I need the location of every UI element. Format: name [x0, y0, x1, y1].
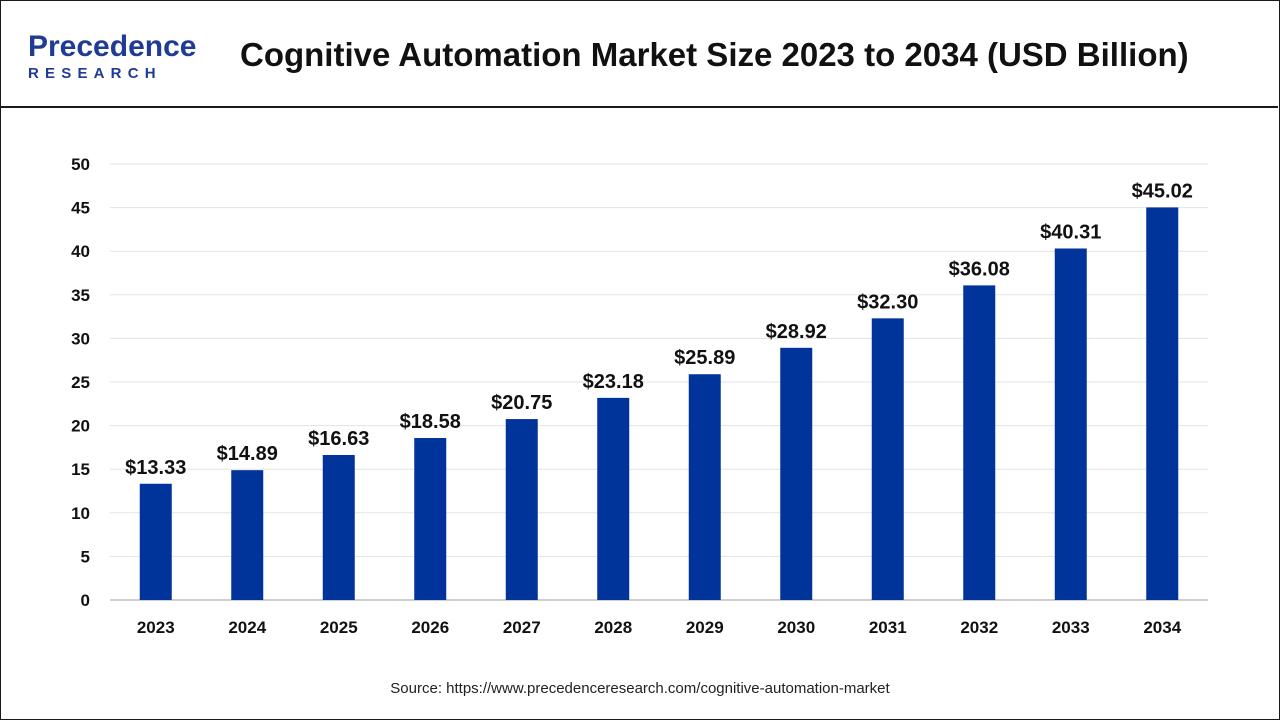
x-tick-label: 2026 — [411, 618, 449, 637]
x-tick-label: 2024 — [228, 618, 266, 637]
x-tick-label: 2031 — [869, 618, 907, 637]
source-note: Source: https://www.precedenceresearch.c… — [390, 680, 890, 697]
y-tick-label: 20 — [71, 417, 90, 436]
bar — [1146, 207, 1179, 600]
bar — [505, 419, 538, 600]
y-tick-label: 50 — [71, 155, 90, 174]
x-tick-label: 2034 — [1143, 618, 1181, 637]
bar — [414, 437, 447, 600]
data-label: $20.75 — [491, 392, 552, 414]
y-tick-label: 25 — [71, 373, 90, 392]
bar — [963, 285, 996, 600]
data-label: $40.31 — [1040, 221, 1101, 243]
data-label: $32.30 — [857, 291, 918, 313]
y-tick-label: 35 — [71, 286, 90, 305]
precedence-research-logo: Precedence RESEARCH — [28, 30, 196, 82]
page-title: Cognitive Automation Market Size 2023 to… — [240, 36, 1189, 73]
x-tick-label: 2029 — [686, 618, 724, 637]
header: Precedence RESEARCH Cognitive Automation… — [0, 0, 1278, 108]
data-label: $36.08 — [949, 258, 1010, 280]
x-tick-label: 2023 — [137, 618, 175, 637]
y-tick-label: 5 — [81, 547, 90, 566]
data-label: $14.89 — [217, 443, 278, 465]
data-label: $45.02 — [1132, 180, 1193, 202]
bar — [139, 483, 172, 600]
bar — [871, 318, 904, 600]
logo-text-top: Precedence — [28, 30, 196, 63]
x-tick-label: 2032 — [960, 618, 998, 637]
y-tick-label: 30 — [71, 329, 90, 348]
bar — [1054, 248, 1087, 600]
y-tick-label: 10 — [71, 504, 90, 523]
x-tick-label: 2027 — [503, 618, 541, 637]
data-label: $18.58 — [400, 411, 461, 433]
y-tick-label: 0 — [81, 591, 90, 610]
logo-text-bottom: RESEARCH — [28, 65, 162, 82]
bar — [597, 397, 630, 600]
x-tick-label: 2033 — [1052, 618, 1090, 637]
x-tick-label: 2030 — [777, 618, 815, 637]
data-label: $28.92 — [766, 321, 827, 343]
bar-chart: 05101520253035404550$13.332023$14.892024… — [71, 155, 1208, 637]
bar — [688, 374, 721, 600]
data-label: $13.33 — [125, 457, 186, 479]
data-label: $16.63 — [308, 428, 369, 450]
x-tick-label: 2025 — [320, 618, 358, 637]
data-label: $23.18 — [583, 371, 644, 393]
bar — [322, 454, 355, 600]
bar — [780, 347, 813, 600]
y-tick-label: 45 — [71, 199, 90, 218]
y-tick-label: 40 — [71, 242, 90, 261]
x-tick-label: 2028 — [594, 618, 632, 637]
data-label: $25.89 — [674, 347, 735, 369]
bar — [231, 470, 264, 600]
y-tick-label: 15 — [71, 460, 90, 479]
